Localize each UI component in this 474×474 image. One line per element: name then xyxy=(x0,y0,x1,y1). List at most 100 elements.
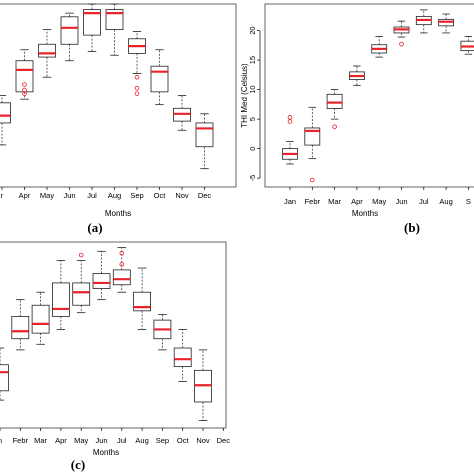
box-9 xyxy=(173,329,192,382)
iqr-box xyxy=(0,364,9,392)
x-tick-label: May xyxy=(40,191,54,200)
x-tick-label: Aug xyxy=(135,436,148,445)
x-tick-label: Oct xyxy=(177,436,190,445)
outlier-point xyxy=(309,177,315,183)
x-tick-label: Oct xyxy=(154,191,167,200)
outlier-point xyxy=(134,74,140,80)
x-tick-label: Apr xyxy=(55,436,67,445)
box-5 xyxy=(105,3,124,56)
box-0 xyxy=(0,95,11,146)
y-tick-label: 10 xyxy=(248,85,257,93)
box-4 xyxy=(371,36,388,58)
box-0 xyxy=(282,115,298,165)
x-tick-label: Jun xyxy=(63,191,75,200)
iqr-box xyxy=(38,43,56,58)
iqr-box xyxy=(150,65,169,93)
x-axis-label: Months xyxy=(352,209,378,218)
x-tick-label: Nov xyxy=(175,191,189,200)
iqr-box xyxy=(326,93,343,109)
y-tick-label: 15 xyxy=(248,56,257,64)
box-7 xyxy=(150,49,169,106)
x-tick-label: Dec xyxy=(198,191,212,200)
box-8 xyxy=(173,95,191,131)
box-3 xyxy=(52,260,70,330)
y-tick-label: 5 xyxy=(248,117,257,121)
outlier-point xyxy=(134,91,140,96)
outlier-point xyxy=(134,85,140,91)
box-10 xyxy=(194,349,212,421)
x-tick-label: Jul xyxy=(87,191,97,200)
box-5 xyxy=(393,20,410,47)
box-6 xyxy=(112,247,131,293)
panel-b-label: (b) xyxy=(404,220,420,235)
box-0 xyxy=(0,347,9,401)
panel-a-label: (a) xyxy=(87,220,102,235)
x-tick-label: Aug xyxy=(108,191,121,200)
iqr-box xyxy=(11,315,30,340)
iqr-box xyxy=(92,273,111,289)
x-tick-label: Jul xyxy=(419,197,429,206)
iqr-box xyxy=(0,102,11,124)
x-tick-label: Mar xyxy=(328,197,341,206)
x-tick-label: Aug xyxy=(439,197,452,206)
box-7 xyxy=(133,267,152,330)
iqr-box xyxy=(304,127,321,146)
panel-a: r Apr May Jun Jul Aug Sep Oct Nov Dec Months xyxy=(0,3,237,218)
x-tick-label: Jun xyxy=(95,436,107,445)
box-9 xyxy=(195,113,214,170)
iqr-box xyxy=(60,16,79,45)
x-axis-label: Months xyxy=(93,448,119,457)
box-6 xyxy=(128,31,146,96)
box-1 xyxy=(304,106,321,183)
outlier-point xyxy=(22,91,27,96)
box-5 xyxy=(92,250,111,301)
x-tick-label: Sep xyxy=(130,191,143,200)
panel-c: n Febr Mar Apr May Jun Jul Aug Sep Oct Nov Dec Month… xyxy=(0,241,231,457)
plot-frame xyxy=(0,3,237,188)
x-axis-label: Months xyxy=(105,209,131,218)
box-4 xyxy=(72,252,91,314)
x-tick-label: Febr xyxy=(13,436,29,445)
plot-frame xyxy=(0,241,227,429)
panel-c-label: (c) xyxy=(71,457,85,472)
box-8 xyxy=(460,36,474,55)
y-tick-label: 20 xyxy=(248,26,257,34)
box-4 xyxy=(83,3,101,52)
iqr-box xyxy=(72,282,91,306)
outlier-point xyxy=(399,41,404,47)
box-3 xyxy=(60,12,79,62)
x-tick-label: Apr xyxy=(351,197,363,206)
panel-b: Jan Febr Mar Apr May Jun Jul Aug S Months -5 0 5 10 15… xyxy=(240,3,474,218)
outlier-point xyxy=(119,250,125,256)
x-tick-label: Apr xyxy=(19,191,31,200)
x-tick-label: May xyxy=(372,197,386,206)
x-tick-label: r xyxy=(1,191,4,200)
x-tick-label: Nov xyxy=(196,436,210,445)
outlier-point xyxy=(287,119,293,124)
outlier-point xyxy=(119,262,125,267)
box-3 xyxy=(348,65,365,86)
iqr-box xyxy=(105,9,124,31)
x-tick-label: S xyxy=(466,197,471,206)
x-tick-label: Dec xyxy=(217,436,231,445)
y-tick-label: 0 xyxy=(248,147,257,151)
iqr-box xyxy=(31,304,50,334)
iqr-box xyxy=(52,282,70,317)
y-tick-label: -5 xyxy=(248,175,257,182)
iqr-box xyxy=(173,347,192,368)
x-tick-label: Sep xyxy=(156,436,169,445)
box-1 xyxy=(11,299,30,351)
x-tick-label: n xyxy=(0,436,2,445)
x-tick-label: Febr xyxy=(305,197,321,206)
outlier-point xyxy=(287,115,293,120)
box-7 xyxy=(438,13,455,34)
x-tick-label: May xyxy=(74,436,88,445)
box-2 xyxy=(31,291,50,345)
x-tick-label: Jul xyxy=(117,436,127,445)
x-tick-label: Mar xyxy=(34,436,47,445)
outlier-point xyxy=(78,252,84,258)
box-1 xyxy=(15,49,34,100)
outlier-point xyxy=(332,124,337,130)
plot-frame xyxy=(264,3,474,188)
